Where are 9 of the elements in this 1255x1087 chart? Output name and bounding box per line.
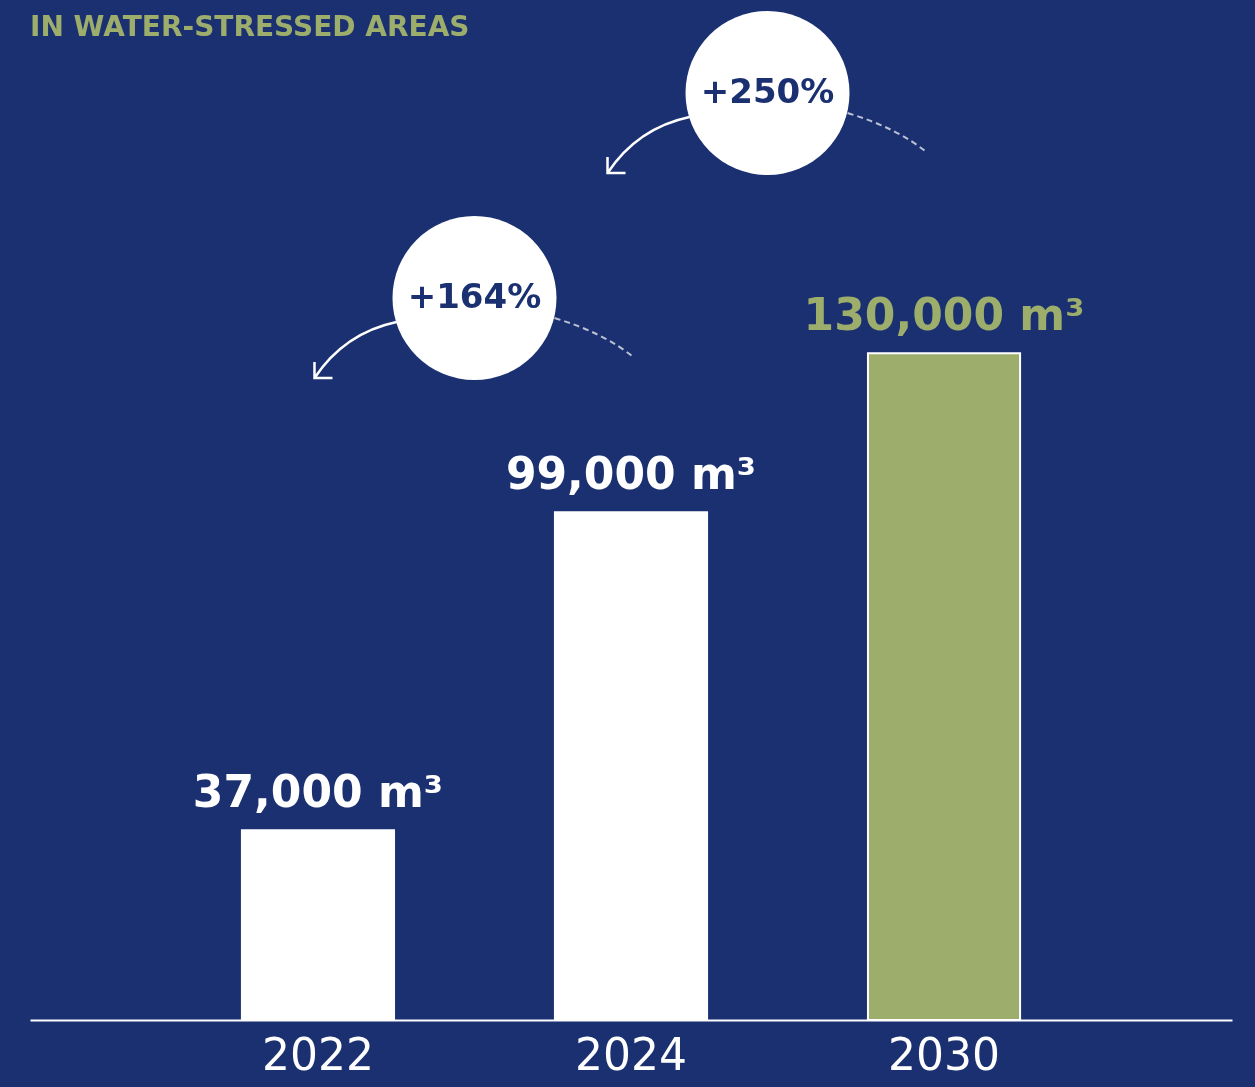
text: +250% (700, 71, 835, 111)
x-tick-label: 2024 (575, 1028, 687, 1080)
text: +164% (407, 276, 542, 316)
x-tick-label: 2022 (261, 1028, 374, 1080)
chart-title: IN WATER-STRESSED AREAS (30, 10, 470, 43)
data-label: 37,000 m³ (192, 766, 444, 818)
data-label: 130,000 m³ (803, 289, 1085, 341)
data-label: 99,000 m³ (505, 448, 757, 500)
x-tick-label: 2030 (888, 1028, 1001, 1080)
